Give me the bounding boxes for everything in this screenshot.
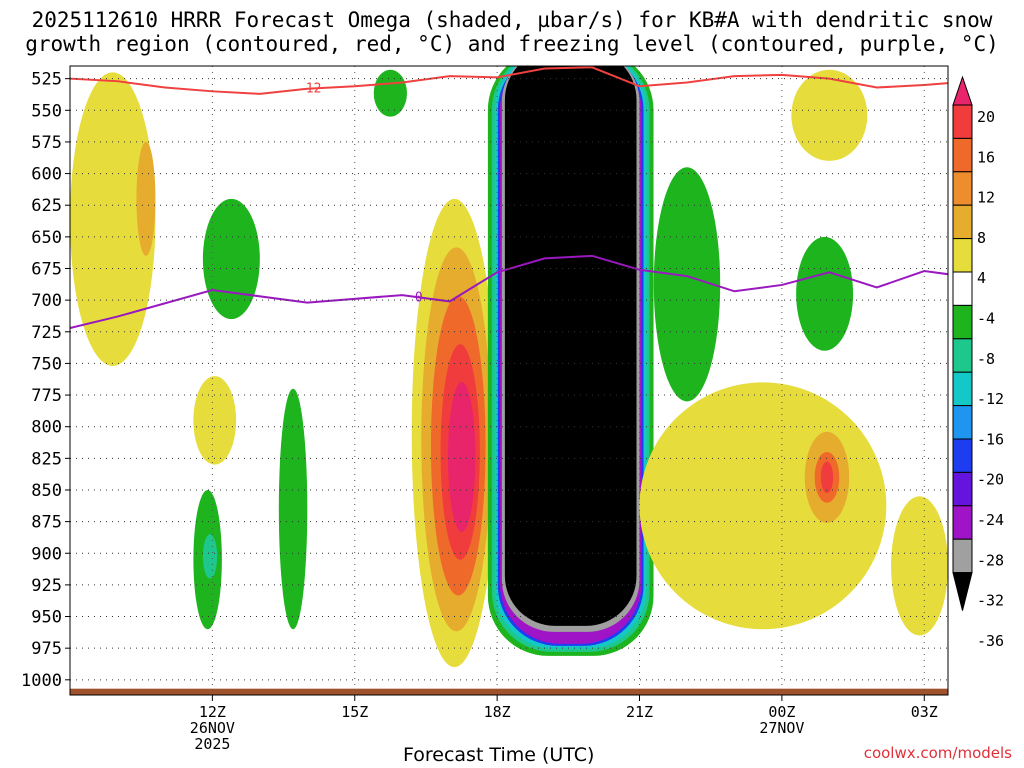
colorbar-swatch-3 — [952, 171, 973, 206]
source-credit: coolwx.com/models — [863, 744, 1012, 762]
colorbar-label-10: -24 — [977, 511, 1004, 529]
y-tick-label-750: 750 — [31, 354, 62, 374]
x-tick-label-21-0: 21Z — [626, 703, 653, 721]
colorbar-label-6: -8 — [977, 350, 995, 368]
omega-region-yellow-west — [70, 72, 156, 366]
colorbar-swatch-5 — [952, 238, 973, 273]
omega-region-green-band-14z — [278, 388, 308, 630]
colorbar-swatch-2 — [952, 137, 973, 173]
colorbar-label-0: 20 — [977, 108, 995, 126]
colorbar-label-11: -28 — [977, 551, 1004, 569]
omega-region-green-22z — [653, 167, 721, 402]
colorbar-swatch-7 — [952, 304, 973, 340]
omega-region-green-01z — [796, 236, 854, 351]
y-tick-label-950: 950 — [31, 608, 62, 628]
colorbar-label-5: -4 — [977, 310, 995, 328]
y-tick-label-825: 825 — [31, 449, 62, 469]
y-tick-label-700: 700 — [31, 291, 62, 311]
colorbar-swatch-8 — [952, 338, 973, 373]
terrain-strip — [70, 688, 948, 695]
omega-region-yellow-12z-low — [193, 376, 237, 465]
y-tick-label-525: 525 — [31, 70, 62, 90]
x-tick-label-24-0: 00Z — [768, 703, 795, 721]
y-tick-label-900: 900 — [31, 544, 62, 564]
x-tick-label-24-1: 27NOV — [759, 719, 804, 737]
colorbar-label-1: 16 — [977, 148, 995, 166]
x-tick-label-12-2: 2025 — [194, 735, 230, 753]
omega-region-red-01z — [820, 461, 834, 494]
y-tick-label-875: 875 — [31, 513, 62, 533]
omega-region-green-12z — [202, 198, 260, 320]
freezing-level-label: 0 — [415, 290, 423, 305]
y-tick-label-800: 800 — [31, 418, 62, 438]
colorbar-swatch-6 — [952, 271, 973, 306]
x-tick-label-12-0: 12Z — [199, 703, 226, 721]
colorbar-label-4: 4 — [977, 269, 986, 287]
plot-frame — [69, 65, 949, 696]
colorbar-bottom-arrow — [952, 572, 973, 611]
x-tick-label-15-0: 15Z — [341, 703, 368, 721]
colorbar-swatch-4 — [952, 204, 973, 240]
colorbar-label-2: 12 — [977, 189, 995, 207]
omega-region-max-ascent-column-20 — [448, 381, 476, 532]
plot-area — [70, 66, 948, 695]
dgz-contour — [70, 66, 948, 95]
x-tick-label-27-0: 03Z — [911, 703, 938, 721]
colorbar-swatch-10 — [952, 405, 973, 440]
omega-region-green-blob-top — [373, 69, 407, 117]
chart-title-line2: growth region (contoured, red, °C) and f… — [25, 32, 999, 56]
colorbar-swatch-1 — [952, 104, 973, 139]
colorbar-swatch-11 — [952, 438, 973, 473]
x-tick-label-12-1: 26NOV — [190, 719, 235, 737]
freezing-level-contour — [70, 254, 948, 329]
y-tick-label-850: 850 — [31, 481, 62, 501]
colorbar-swatch-14 — [952, 538, 973, 574]
y-tick-label-675: 675 — [31, 259, 62, 279]
y-tick-label-975: 975 — [31, 639, 62, 659]
colorbar-label-8: -16 — [977, 430, 1004, 448]
colorbar-label-9: -20 — [977, 471, 1004, 489]
y-tick-label-650: 650 — [31, 228, 62, 248]
colorbar-label-3: 8 — [977, 229, 986, 247]
colorbar-swatch-13 — [952, 505, 973, 540]
omega-region-yellow-03z-low — [891, 496, 948, 636]
y-tick-label-775: 775 — [31, 386, 62, 406]
chart-title-line1: 2025112610 HRRR Forecast Omega (shaded, … — [31, 8, 993, 32]
colorbar-label-7: -12 — [977, 390, 1004, 408]
omega-region-orange-west — [136, 141, 156, 256]
y-tick-label-725: 725 — [31, 323, 62, 343]
y-tick-label-600: 600 — [31, 165, 62, 185]
x-tick-label-18-0: 18Z — [484, 703, 511, 721]
y-tick-label-1000: 1000 — [21, 671, 62, 691]
colorbar-label-13: -36 — [977, 632, 1004, 650]
omega-region-descent-core — [504, 66, 637, 626]
y-tick-label-550: 550 — [31, 101, 62, 121]
colorbar-top-arrow — [952, 75, 973, 106]
x-axis-label: Forecast Time (UTC) — [403, 744, 595, 766]
dgz-label: -12 — [298, 82, 321, 97]
colorbar-swatch-12 — [952, 471, 973, 507]
y-tick-label-925: 925 — [31, 576, 62, 596]
omega-region-teal-low-12z — [202, 534, 218, 579]
y-tick-label-625: 625 — [31, 196, 62, 216]
y-tick-label-575: 575 — [31, 133, 62, 153]
colorbar-label-12: -32 — [977, 592, 1004, 610]
omega-region-yellow-top-01z — [791, 69, 868, 161]
colorbar-swatch-9 — [952, 371, 973, 407]
